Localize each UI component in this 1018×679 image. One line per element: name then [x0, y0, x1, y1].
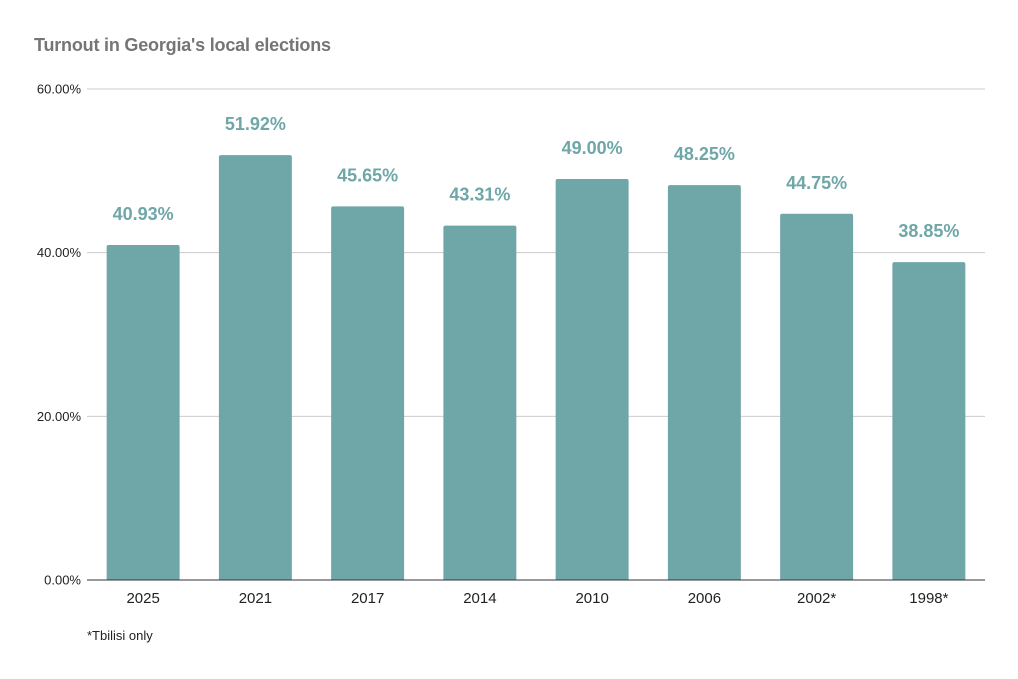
footnote: *Tbilisi only — [87, 628, 153, 643]
x-tick-label: 2002* — [797, 590, 836, 607]
x-tick-label: 2017 — [351, 590, 384, 607]
bars — [106, 155, 966, 581]
data-label: 45.65% — [337, 165, 398, 185]
y-tick-label: 20.00% — [37, 409, 82, 424]
bar — [106, 245, 180, 581]
bar — [218, 155, 292, 580]
chart-title: Turnout in Georgia's local elections — [34, 35, 331, 55]
x-tick-label: 2006 — [688, 590, 721, 607]
data-label: 51.92% — [225, 114, 286, 134]
x-tick-label: 2025 — [126, 590, 159, 607]
x-axis-ticks: 2025 2021 2017 2014 2010 2006 2002* 1998* — [126, 590, 948, 607]
bar — [443, 225, 517, 580]
bar — [555, 179, 629, 580]
x-tick-label: 2014 — [463, 590, 496, 607]
bar — [892, 262, 966, 580]
x-tick-label: 2021 — [239, 590, 272, 607]
data-label: 40.93% — [113, 204, 174, 224]
bar — [667, 185, 741, 580]
data-label: 49.00% — [562, 138, 623, 158]
y-tick-label: 40.00% — [37, 245, 82, 260]
data-label: 43.31% — [449, 185, 510, 205]
y-tick-label: 0.00% — [44, 573, 81, 588]
data-label: 44.75% — [786, 173, 847, 193]
bar — [331, 206, 405, 580]
y-tick-label: 60.00% — [37, 82, 82, 97]
x-tick-label: 2010 — [575, 590, 608, 607]
data-label: 48.25% — [674, 144, 735, 164]
y-axis-ticks: 0.00% 20.00% 40.00% 60.00% — [37, 82, 82, 588]
data-labels: 40.93% 51.92% 45.65% 43.31% 49.00% 48.25% 44.7… — [113, 114, 960, 241]
x-tick-label: 1998* — [909, 590, 948, 607]
bar — [780, 213, 854, 580]
data-label: 38.85% — [898, 221, 959, 241]
